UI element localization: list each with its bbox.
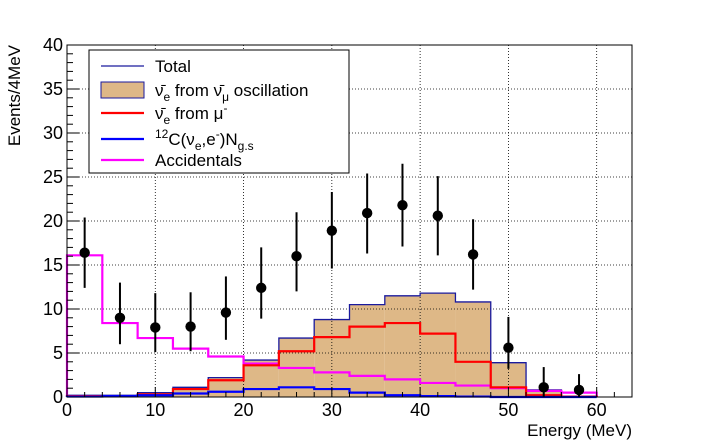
x-tick-label: 10 [145,400,165,420]
oscillation-fill-bar [349,304,385,397]
data-point [185,321,196,332]
x-axis-title: Energy (MeV) [527,421,632,440]
data-point [503,342,514,353]
data-point [467,249,479,260]
data-point [573,384,585,396]
data-point [256,282,267,294]
legend-label-carbon: 12C(νe,e-)Ng.s [155,127,254,153]
data-points-layer [79,163,585,397]
y-axis-title: Events/4MeV [5,44,24,146]
y-tick-label: 25 [43,167,63,187]
x-tick-label: 40 [410,400,430,420]
oscillation-fill-bar [455,301,491,397]
data-point [326,225,338,236]
x-tick-label: 50 [498,400,518,420]
y-tick-label: 35 [43,79,63,99]
oscillation-fill-bar [420,293,456,397]
y-tick-label: 40 [43,35,63,55]
y-tick-label: 5 [53,343,63,363]
data-point [79,247,90,258]
data-point [432,210,443,221]
legend-label-total: Total [155,57,191,76]
data-point [361,207,373,219]
legend-label-mu_minus: ν̄e from μ- [155,101,227,127]
data-point [220,307,232,318]
data-point [150,322,161,333]
legend-label-oscillation: ν̄e from ν̄μ oscillation [155,81,308,104]
y-tick-label: 30 [43,123,63,143]
data-point [538,382,549,393]
legend-label-accidentals: Accidentals [155,151,242,170]
x-tick-label: 20 [234,400,254,420]
data-point [114,312,126,323]
legend-oscillation-swatch [100,81,145,99]
oscillation-fill-bar [384,295,421,397]
x-tick-label: 30 [322,400,342,420]
axes-layer: 0 10 20 30 40 50 60 0 5 10 15 20 25 30 35 40 [43,35,615,420]
data-point [291,251,302,262]
oscillation-fill-bar [314,319,350,397]
y-tick-label: 20 [43,211,63,231]
legend-box [88,49,350,174]
y-tick-label: 10 [43,299,63,319]
x-tick-label: 0 [62,400,72,420]
y-tick-label: 15 [43,255,63,275]
x-tick-label: 60 [587,400,607,420]
y-tick-label: 0 [53,387,63,407]
data-point [397,199,408,211]
